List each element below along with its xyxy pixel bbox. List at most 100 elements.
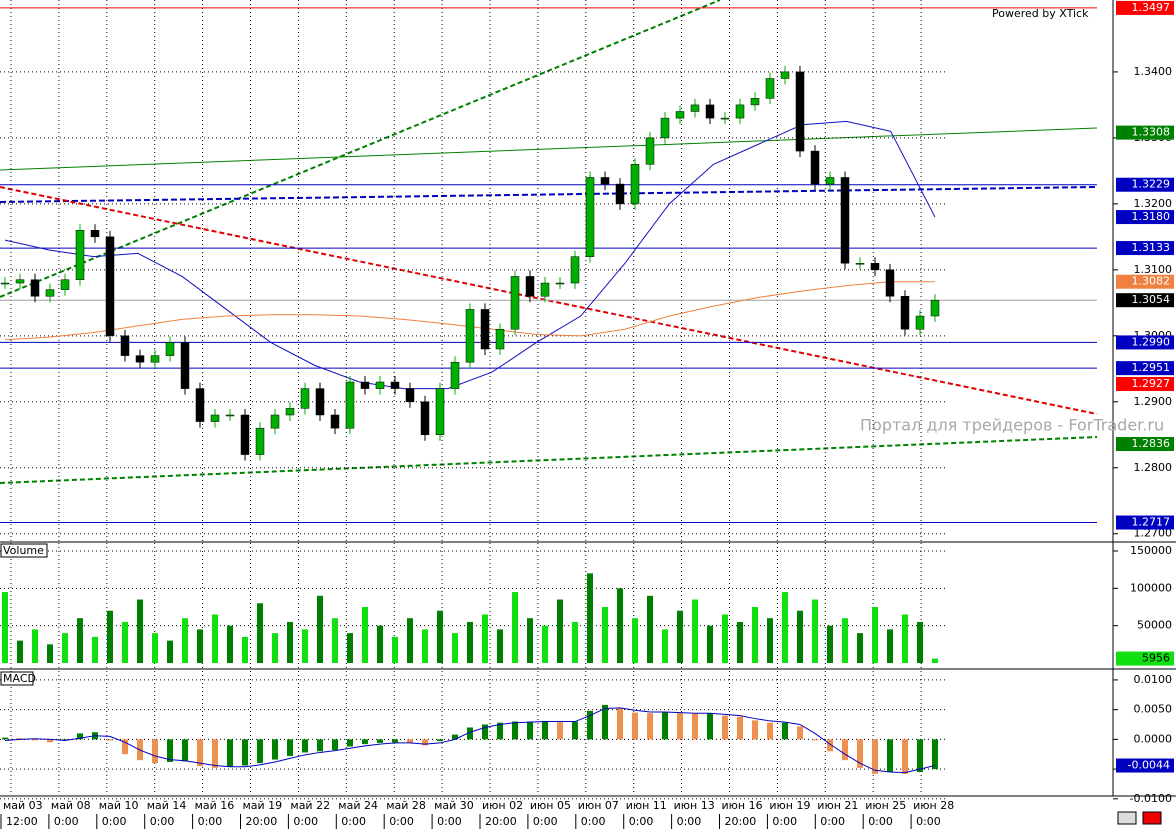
level-box [1116,515,1174,530]
level-box [1116,0,1174,15]
volume-bar [917,621,923,663]
x-date-label: май 22 [290,799,330,812]
volume-bar [602,606,608,663]
level-box [1116,361,1174,376]
candle [600,177,610,185]
candle [300,388,310,409]
macd-bar [917,739,923,773]
macd-bar [377,739,383,743]
volume-bar [2,592,8,663]
candle [210,414,220,422]
candle [60,279,70,290]
candle [390,381,400,389]
candle [750,98,760,106]
volume-bar [542,625,548,663]
macd-bar [407,739,413,743]
macd-bar [872,739,878,774]
panel-title: Volume [3,544,44,557]
candle [885,269,895,297]
volume-bar [722,614,728,663]
volume-bar [842,618,848,663]
candle [525,276,535,297]
x-date-label: июн 19 [769,799,810,812]
macd-bar [332,739,338,751]
y-tick-label: 1.2800 [1134,461,1173,474]
macd-bar [617,708,623,740]
level-label: 1.3054 [1132,293,1171,306]
volume-bar [482,614,488,663]
volume-bar [617,588,623,663]
candle [735,104,745,119]
scroll-button[interactable] [1117,811,1137,825]
x-time-label: 0:00 [677,815,702,828]
macd-bar [707,713,713,740]
volume-bar [767,618,773,663]
candle [270,414,280,429]
candle [420,401,430,436]
candle [900,295,910,330]
x-time-label: 20:00 [485,815,517,828]
candle [915,315,925,330]
exit-button[interactable] [1142,811,1162,825]
candle [15,279,25,284]
x-time-label: 0:00 [150,815,175,828]
macd-bar [437,739,443,742]
candle [330,414,340,429]
x-time-label: 0:00 [437,815,462,828]
macd-bar [362,739,368,745]
candle [105,236,115,337]
level-box [1116,376,1174,391]
x-time-label: 20:00 [725,815,757,828]
level-label: 1.2717 [1132,516,1171,529]
macd-bar [212,739,218,768]
x-date-label: июн 11 [626,799,667,812]
macd-bar [767,722,773,740]
volume-bar [212,614,218,663]
macd-bar [752,720,758,740]
x-date-label: июн 02 [482,799,523,812]
volume-bar [662,629,668,663]
volume-bar [122,621,128,663]
volume-bar [272,633,278,663]
candle [375,381,385,389]
volume-bar [512,592,518,663]
volume-bar [692,599,698,663]
level-box [1116,274,1174,289]
volume-bar [437,610,443,663]
y-tick-label: 100000 [1130,581,1172,594]
x-time-label: 0:00 [102,815,127,828]
x-date-label: май 19 [243,799,283,812]
candle [255,427,265,455]
macd-bar [887,739,893,773]
x-date-label: июн 25 [865,799,906,812]
macd-bar [842,739,848,761]
volume-bar [227,625,233,663]
macd-bar [722,715,728,740]
volume-bar [137,599,143,663]
candle [315,388,325,416]
candle [780,71,790,79]
volume-bar [452,633,458,663]
candle [705,104,715,119]
last-volume-label: 5956 [1142,652,1170,665]
candle [675,111,685,119]
volume-bar [932,658,938,663]
candle [510,276,520,330]
candle [825,177,835,185]
volume-bar [32,629,38,663]
macd-bar [527,721,533,740]
candle [540,282,550,297]
level-label: 1.2927 [1132,377,1171,390]
candle [0,282,10,285]
volume-bar [677,610,683,663]
x-date-label: май 10 [99,799,139,812]
macd-bar [557,722,563,740]
volume-bar [242,636,248,663]
volume-bar [752,606,758,663]
y-tick-label: 1.3400 [1134,65,1173,78]
volume-bar [92,636,98,663]
volume-bar [197,629,203,663]
y-tick-label: 1.2700 [1134,527,1173,540]
macd-bar [857,739,863,768]
